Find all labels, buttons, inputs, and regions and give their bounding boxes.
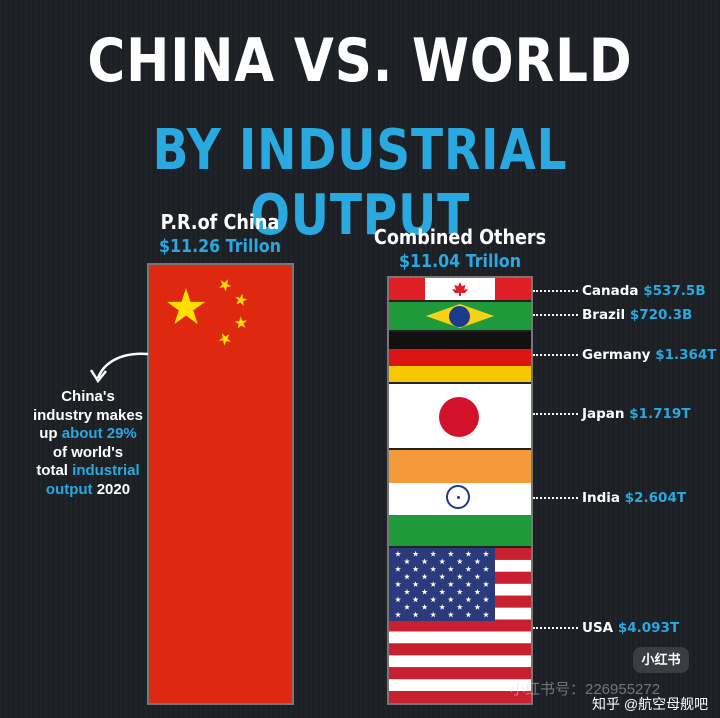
others-label: Combined Others: [373, 225, 547, 249]
china-bar: [147, 263, 294, 705]
small-star-icon: [235, 293, 248, 306]
canada-flag-segment: [389, 278, 531, 302]
leader-japan: [533, 413, 578, 415]
label-usa: USA $4.093T: [582, 620, 680, 636]
xiaohongshu-id-watermark: 小红书号：226955272: [510, 681, 661, 698]
germany-flag-segment: [389, 332, 531, 384]
japan-flag-segment: [389, 384, 531, 450]
zhihu-watermark: 知乎 @航空母舰吧: [592, 696, 709, 712]
brazil-flag-segment: [389, 302, 531, 332]
label-germany: Germany $1.364T: [582, 347, 717, 363]
usa-flag-segment: [389, 548, 531, 703]
india-flag-segment: [389, 450, 531, 548]
leader-brazil: [533, 314, 578, 316]
chart-subtitle: BY INDUSTRIAL OUTPUT: [152, 118, 568, 248]
chart-title: CHINA VS. WORLD: [87, 26, 633, 96]
big-star-icon: [166, 288, 206, 325]
annotation-arrow: [89, 352, 149, 384]
others-value: $11.04 Trillon: [399, 251, 521, 272]
china-flag-stars: [166, 279, 248, 346]
label-canada: Canada $537.5B: [582, 283, 706, 299]
others-stacked-bar: [387, 276, 533, 705]
china-value: $11.26 Trillon: [159, 236, 281, 257]
small-star-icon: [218, 333, 231, 346]
maple-leaf-icon: [452, 282, 468, 296]
china-label: P.R.of China: [160, 210, 280, 234]
label-brazil: Brazil $720.3B: [582, 307, 693, 323]
xiaohongshu-badge: 小红书: [633, 647, 689, 673]
leader-germany: [533, 354, 578, 356]
small-star-icon: [234, 316, 247, 329]
leader-usa: [533, 627, 578, 629]
label-india: India $2.604T: [582, 490, 687, 506]
leader-india: [533, 497, 578, 499]
annotation-note: China's industry makes up about 29% of w…: [32, 388, 144, 498]
label-japan: Japan $1.719T: [582, 406, 691, 422]
ashoka-chakra-icon: [446, 485, 470, 509]
small-star-icon: [219, 279, 232, 292]
leader-canada: [533, 290, 578, 292]
